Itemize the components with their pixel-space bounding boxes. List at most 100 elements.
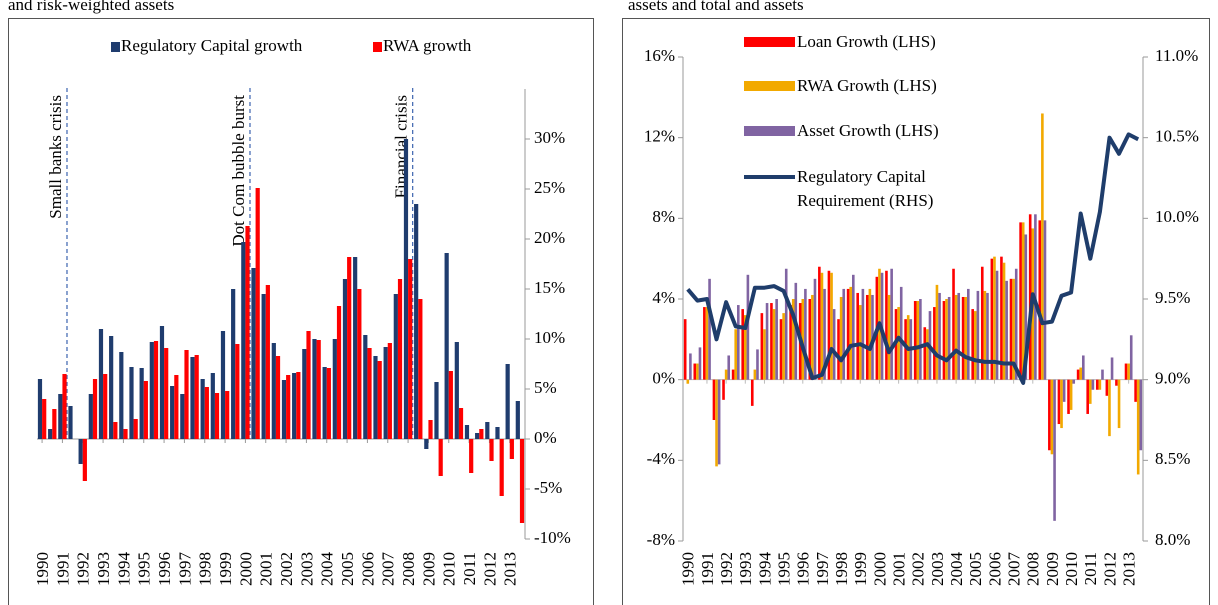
bar [383, 347, 388, 439]
bar [275, 356, 281, 439]
bar [971, 309, 974, 380]
bar [1038, 220, 1042, 380]
bar [479, 429, 484, 439]
bar [139, 368, 144, 439]
bar [856, 292, 859, 380]
legend-swatch [111, 42, 120, 52]
legend-item: RWA Growth (LHS) [797, 76, 937, 95]
bar [698, 347, 702, 380]
legend-label: Asset Growth (LHS) [797, 121, 939, 140]
x-tick-label: 2010 [440, 552, 459, 586]
x-tick-label: 2012 [480, 552, 499, 586]
bar [913, 301, 917, 380]
y-tick-label: 25% [534, 178, 565, 197]
bar [954, 294, 958, 380]
bar [1108, 379, 1111, 437]
bar [1014, 268, 1018, 380]
bar [1079, 367, 1083, 380]
x-tick-label: 1999 [851, 552, 870, 586]
y-tick-label: 15% [534, 278, 565, 297]
bar [200, 379, 205, 439]
x-tick-label: 2008 [1024, 552, 1043, 586]
bar [731, 369, 735, 380]
bar [78, 439, 83, 464]
bar [724, 369, 728, 380]
bar [363, 335, 368, 439]
x-tick-label: 2003 [297, 552, 316, 586]
bar [123, 429, 128, 439]
bar [1110, 357, 1114, 380]
bar [852, 274, 855, 380]
chart-title: assets and total and assets [628, 0, 804, 14]
bar [438, 439, 443, 476]
bar [52, 409, 57, 439]
legend-label: Regulatory Capital Requirement (RHS) [797, 167, 934, 210]
bar [255, 188, 260, 439]
bar [1050, 379, 1054, 455]
x-tick-label: 2009 [419, 552, 438, 586]
y2-tick-label: 9.5% [1155, 288, 1190, 307]
bar [760, 313, 764, 380]
bar [1009, 278, 1013, 380]
bar [916, 301, 920, 380]
bar [1095, 379, 1099, 390]
bar [897, 307, 900, 380]
bar [393, 294, 398, 439]
bar [995, 270, 999, 380]
bar [763, 329, 766, 380]
bar [756, 349, 759, 380]
bar [424, 439, 429, 449]
bar [1069, 379, 1073, 410]
y2-tick-label: 11.0% [1155, 46, 1198, 65]
bar [952, 268, 955, 380]
x-tick-label: 1996 [155, 552, 174, 586]
bar [741, 309, 744, 380]
x-tick-label: 1991 [53, 552, 72, 586]
bar [119, 352, 124, 439]
bar [983, 290, 987, 380]
bar [1053, 379, 1056, 521]
y-tick-label: 8% [652, 207, 675, 226]
bar [113, 422, 118, 439]
bar [973, 311, 977, 380]
bar [1136, 379, 1140, 475]
x-tick-label: 2002 [909, 552, 928, 586]
bar [180, 394, 185, 439]
bar [686, 379, 690, 384]
y-tick-label: -4% [647, 449, 675, 468]
bar [980, 266, 984, 380]
bar [1012, 278, 1015, 380]
bar [143, 381, 148, 439]
bar [485, 422, 490, 439]
y-tick-label: 20% [534, 228, 565, 247]
x-tick-label: 2007 [379, 552, 398, 587]
bar [454, 342, 459, 439]
y-tick-label: 10% [534, 328, 565, 347]
bar [1082, 355, 1085, 380]
bar [818, 266, 821, 380]
x-tick-label: 1998 [832, 552, 851, 586]
bar [1098, 379, 1102, 390]
bar [1117, 379, 1121, 429]
bar [377, 361, 382, 439]
bar [703, 307, 706, 380]
bar [1067, 379, 1070, 414]
bar [505, 364, 510, 439]
bar [194, 355, 199, 439]
bar [306, 331, 311, 439]
bar [225, 391, 230, 439]
bar [899, 286, 903, 380]
x-tick-label: 1990 [679, 552, 698, 586]
bar [839, 296, 843, 380]
bar [408, 259, 413, 439]
x-tick-label: 1996 [794, 552, 813, 586]
x-tick-label: 2006 [985, 552, 1004, 586]
bar [919, 299, 922, 380]
x-tick-label: 2011 [460, 552, 479, 585]
bar [811, 294, 814, 380]
bar [737, 305, 740, 380]
bar [705, 307, 709, 380]
annotation-label: Small banks crisis [46, 95, 65, 219]
x-tick-label: 2001 [257, 552, 276, 586]
